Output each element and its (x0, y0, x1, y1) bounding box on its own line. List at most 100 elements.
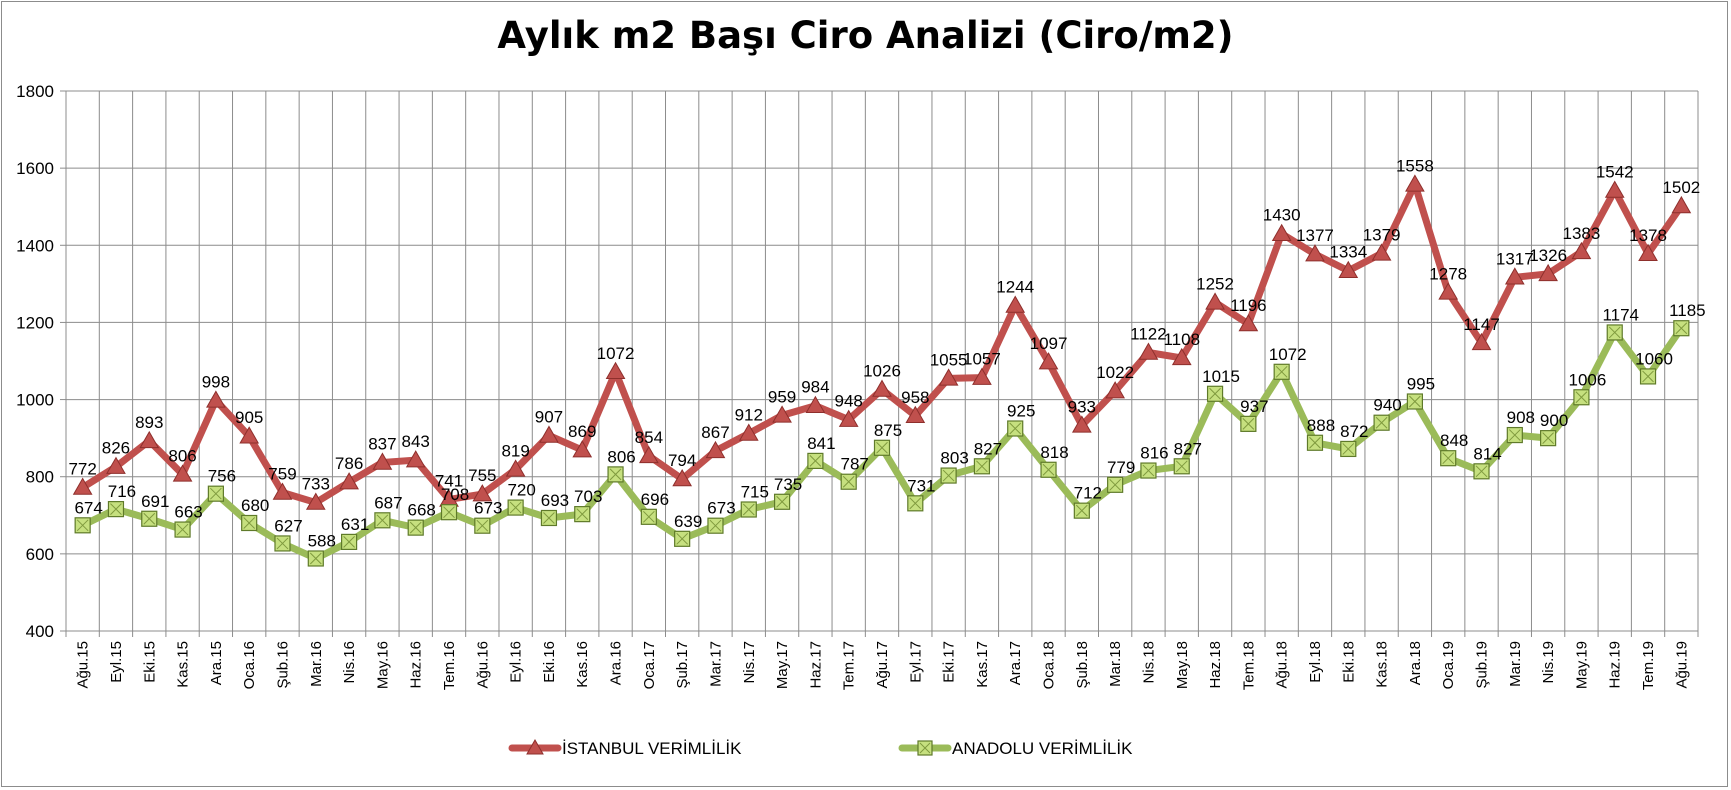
x-tick-label: Ağu.18 (1274, 641, 1291, 689)
anadolu-data-label: 827 (1174, 439, 1202, 458)
istanbul-marker (1171, 347, 1192, 366)
istanbul-marker (172, 464, 193, 482)
istanbul-data-label: 1502 (1662, 178, 1700, 197)
x-tick-label: Şub.19 (1474, 641, 1491, 689)
anadolu-data-label: 691 (141, 492, 169, 511)
x-tick-label: Kas.16 (574, 641, 591, 688)
istanbul-marker (239, 426, 260, 444)
anadolu-data-label: 995 (1407, 375, 1435, 394)
istanbul-marker (1005, 295, 1026, 313)
anadolu-marker-detail (409, 521, 422, 534)
istanbul-marker (1504, 267, 1525, 285)
anadolu-data-label: 663 (174, 503, 202, 522)
x-tick-label: May.18 (1174, 641, 1191, 689)
x-tick-label: Kas.15 (175, 641, 192, 688)
istanbul-marker (1205, 292, 1225, 310)
istanbul-marker (1604, 180, 1625, 198)
istanbul-data-label: 755 (468, 466, 496, 485)
istanbul-data-label: 869 (568, 422, 596, 441)
istanbul-marker (272, 482, 293, 500)
x-tick-label: Kas.18 (1374, 641, 1391, 688)
istanbul-marker (1538, 263, 1558, 282)
istanbul-data-label: 806 (168, 446, 196, 465)
x-tick-label: May.17 (774, 641, 791, 689)
anadolu-data-label: 631 (341, 515, 369, 534)
anadolu-data-label: 779 (1107, 458, 1135, 477)
anadolu-marker-detail (443, 506, 455, 519)
istanbul-data-label: 1377 (1296, 226, 1334, 245)
anadolu-data-label: 720 (507, 481, 535, 500)
anadolu-marker-detail (676, 532, 689, 545)
istanbul-data-label: 1558 (1396, 156, 1434, 175)
x-tick-label: Mar.19 (1507, 641, 1524, 687)
istanbul-marker (1138, 342, 1159, 360)
istanbul-marker (972, 367, 992, 385)
legend-anadolu-label: ANADOLU VERİMLİLİK (952, 739, 1133, 758)
anadolu-marker-detail (1409, 395, 1421, 408)
anadolu-marker-detail (1608, 326, 1621, 339)
istanbul-marker (1338, 260, 1359, 278)
x-tick-label: Nis.16 (341, 641, 358, 684)
istanbul-marker (672, 469, 693, 487)
istanbul-data-label: 959 (768, 387, 796, 406)
istanbul-marker (405, 450, 426, 468)
istanbul-data-label: 1026 (863, 362, 901, 381)
anadolu-data-label: 937 (1240, 397, 1268, 416)
x-tick-label: Eyl.18 (1307, 641, 1324, 683)
istanbul-data-label: 1057 (963, 350, 1001, 369)
istanbul-marker (1271, 223, 1292, 241)
x-tick-label: Nis.18 (1140, 641, 1157, 684)
anadolu-data-label: 818 (1040, 443, 1068, 462)
istanbul-data-label: 1430 (1263, 206, 1301, 225)
istanbul-data-label: 984 (801, 378, 829, 397)
x-tick-label: Mar.17 (707, 641, 724, 687)
istanbul-marker (605, 361, 626, 380)
anadolu-marker-detail (1009, 422, 1022, 435)
anadolu-marker-detail (1542, 432, 1554, 444)
anadolu-marker-detail (1042, 463, 1055, 476)
anadolu-data-label: 806 (607, 447, 635, 466)
anadolu-marker-detail (643, 510, 655, 523)
istanbul-marker (905, 405, 926, 424)
anadolu-data-label: 756 (208, 467, 236, 486)
anadolu-data-label: 875 (874, 421, 902, 440)
anadolu-marker-detail (1442, 452, 1455, 465)
grid-layer (65, 90, 1699, 632)
legend: İSTANBUL VERİMLİLİK ANADOLU VERİMLİLİK (508, 738, 1133, 758)
y-tick-label: 1400 (16, 236, 54, 255)
istanbul-marker (505, 459, 526, 477)
anadolu-data-label: 731 (907, 476, 935, 495)
anadolu-marker-detail (976, 460, 988, 473)
anadolu-marker-detail (909, 497, 922, 510)
axis-layer: 400 600 800 1000 1200 1400 1600 1800 Ağu.15 Eyl.1… (16, 82, 1699, 690)
anadolu-data-label: 708 (441, 485, 469, 504)
istanbul-marker (472, 484, 493, 502)
anadolu-marker-detail (1475, 465, 1488, 478)
istanbul-data-label: 1122 (1130, 325, 1167, 344)
x-tick-label: Kas.17 (974, 641, 991, 688)
anadolu-marker-detail (543, 512, 555, 524)
anadolu-marker-detail (742, 503, 755, 516)
istanbul-marker (572, 440, 593, 458)
y-tick-label: 800 (26, 468, 54, 487)
anadolu-data-label: 668 (408, 501, 436, 520)
anadolu-data-label: 588 (308, 531, 336, 550)
istanbul-marker (139, 430, 160, 449)
istanbul-data-label: 759 (268, 465, 296, 484)
x-tick-label: Ağu.15 (75, 641, 92, 689)
x-tick-label: Oca.18 (1041, 641, 1058, 689)
y-tick-label: 1200 (16, 313, 54, 332)
series-layer (72, 174, 1692, 567)
anadolu-data-label: 687 (374, 493, 402, 512)
istanbul-data-label: 958 (901, 388, 929, 407)
istanbul-marker (1671, 195, 1692, 214)
x-tick-label: Tem.19 (1640, 641, 1657, 690)
y-tick-label: 1000 (16, 391, 54, 410)
anadolu-marker-detail (1175, 460, 1188, 473)
istanbul-marker (106, 456, 126, 474)
x-tick-label: Ara.16 (608, 641, 625, 685)
x-tick-label: Tem.16 (441, 641, 458, 690)
istanbul-data-label: 1334 (1329, 243, 1367, 262)
anadolu-data-label: 872 (1340, 422, 1368, 441)
